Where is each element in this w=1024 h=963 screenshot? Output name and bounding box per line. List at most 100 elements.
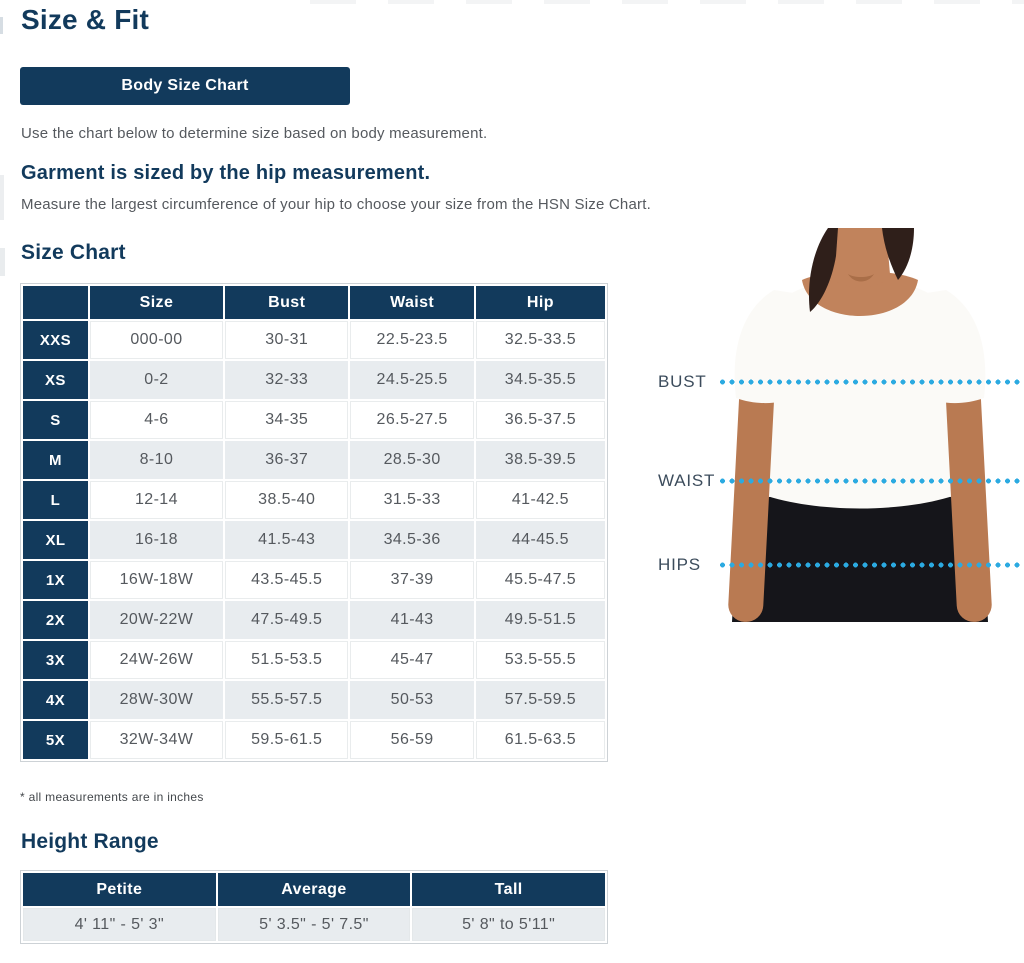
size-chart-row: XL 16-18 41.5-43 34.5-36 44-45.5 xyxy=(23,521,605,559)
left-edge-artifact xyxy=(0,17,3,34)
waist-dotted-line xyxy=(718,477,1024,485)
measurement-figure: BUST WAIST HIPS xyxy=(640,228,1024,622)
size-cell-waist: 24.5-25.5 xyxy=(350,361,474,399)
size-cell-hip: 32.5-33.5 xyxy=(475,321,605,359)
size-row-label: XS xyxy=(23,361,88,399)
size-cell-size: 16-18 xyxy=(89,521,224,559)
size-cell-size: 20W-22W xyxy=(89,601,224,639)
size-cell-bust: 32-33 xyxy=(225,361,349,399)
size-cell-waist: 56-59 xyxy=(350,721,474,759)
bust-label: BUST xyxy=(658,372,707,391)
height-range-value-row: 4' 11" - 5' 3" 5' 3.5" - 5' 7.5" 5' 8" to … xyxy=(23,908,605,941)
size-cell-size: 16W-18W xyxy=(89,561,224,599)
size-cell-waist: 37-39 xyxy=(350,561,474,599)
size-cell-size: 12-14 xyxy=(89,481,224,519)
size-chart-column-header: Bust xyxy=(225,286,349,319)
waist-label: WAIST xyxy=(658,471,716,490)
size-chart-row: S 4-6 34-35 26.5-27.5 36.5-37.5 xyxy=(23,401,605,439)
size-cell-hip: 36.5-37.5 xyxy=(475,401,605,439)
size-cell-hip: 53.5-55.5 xyxy=(475,641,605,679)
garment-sizing-note: Measure the largest circumference of you… xyxy=(21,196,651,213)
size-cell-hip: 45.5-47.5 xyxy=(475,561,605,599)
size-cell-bust: 55.5-57.5 xyxy=(225,681,349,719)
measurements-footnote: * all measurements are in inches xyxy=(20,790,204,804)
size-row-label: 1X xyxy=(23,561,88,599)
cropped-content-artifact xyxy=(310,0,1024,4)
size-cell-waist: 41-43 xyxy=(350,601,474,639)
size-cell-waist: 45-47 xyxy=(350,641,474,679)
size-cell-waist: 22.5-23.5 xyxy=(350,321,474,359)
size-cell-hip: 41-42.5 xyxy=(475,481,605,519)
size-cell-hip: 34.5-35.5 xyxy=(475,361,605,399)
size-cell-waist: 31.5-33 xyxy=(350,481,474,519)
size-cell-hip: 57.5-59.5 xyxy=(475,681,605,719)
size-row-label: 2X xyxy=(23,601,88,639)
size-cell-bust: 43.5-45.5 xyxy=(225,561,349,599)
hips-label: HIPS xyxy=(658,555,701,574)
hips-measurement-line: HIPS xyxy=(640,554,1024,576)
size-cell-size: 4-6 xyxy=(89,401,224,439)
size-cell-size: 0-2 xyxy=(89,361,224,399)
size-row-label: M xyxy=(23,441,88,479)
size-row-label: 4X xyxy=(23,681,88,719)
size-chart-row: L 12-14 38.5-40 31.5-33 41-42.5 xyxy=(23,481,605,519)
size-cell-waist: 34.5-36 xyxy=(350,521,474,559)
size-chart-row: 3X 24W-26W 51.5-53.5 45-47 53.5-55.5 xyxy=(23,641,605,679)
size-cell-bust: 47.5-49.5 xyxy=(225,601,349,639)
height-range-header-row: Petite Average Tall xyxy=(23,873,605,906)
size-chart-column-header: Size xyxy=(89,286,224,319)
size-chart-row: 2X 20W-22W 47.5-49.5 41-43 49.5-51.5 xyxy=(23,601,605,639)
size-cell-size: 28W-30W xyxy=(89,681,224,719)
size-cell-waist: 50-53 xyxy=(350,681,474,719)
size-cell-hip: 61.5-63.5 xyxy=(475,721,605,759)
size-cell-size: 32W-34W xyxy=(89,721,224,759)
height-range-column-header: Tall xyxy=(412,873,605,906)
intro-text: Use the chart below to determine size ba… xyxy=(21,125,488,142)
size-cell-waist: 26.5-27.5 xyxy=(350,401,474,439)
size-chart-header-row: Size Bust Waist Hip xyxy=(23,286,605,319)
height-range-value: 5' 3.5" - 5' 7.5" xyxy=(217,908,411,941)
size-cell-size: 24W-26W xyxy=(89,641,224,679)
size-row-label: 3X xyxy=(23,641,88,679)
model-photo-illustration xyxy=(728,228,992,622)
size-chart-column-header xyxy=(23,286,88,319)
size-row-label: XXS xyxy=(23,321,88,359)
size-cell-bust: 34-35 xyxy=(225,401,349,439)
size-chart-table: Size Bust Waist Hip XXS 000-00 30-31 22.5-23.5… xyxy=(20,283,608,762)
size-chart-row: 5X 32W-34W 59.5-61.5 56-59 61.5-63.5 xyxy=(23,721,605,759)
size-cell-size: 000-00 xyxy=(89,321,224,359)
size-row-label: 5X xyxy=(23,721,88,759)
height-range-heading: Height Range xyxy=(21,830,159,853)
size-chart-row: 4X 28W-30W 55.5-57.5 50-53 57.5-59.5 xyxy=(23,681,605,719)
size-chart-row: 1X 16W-18W 43.5-45.5 37-39 45.5-47.5 xyxy=(23,561,605,599)
size-cell-bust: 51.5-53.5 xyxy=(225,641,349,679)
size-row-label: XL xyxy=(23,521,88,559)
size-cell-hip: 49.5-51.5 xyxy=(475,601,605,639)
size-chart-row: M 8-10 36-37 28.5-30 38.5-39.5 xyxy=(23,441,605,479)
size-cell-bust: 59.5-61.5 xyxy=(225,721,349,759)
size-chart-row: XXS 000-00 30-31 22.5-23.5 32.5-33.5 xyxy=(23,321,605,359)
size-cell-size: 8-10 xyxy=(89,441,224,479)
size-chart-column-header: Hip xyxy=(475,286,605,319)
garment-sizing-heading: Garment is sized by the hip measurement. xyxy=(21,162,431,184)
height-range-value: 5' 8" to 5'11" xyxy=(412,908,605,941)
size-chart-row: XS 0-2 32-33 24.5-25.5 34.5-35.5 xyxy=(23,361,605,399)
size-cell-bust: 38.5-40 xyxy=(225,481,349,519)
bust-dotted-line xyxy=(718,378,1024,386)
body-size-chart-button[interactable]: Body Size Chart xyxy=(20,67,350,105)
page-title: Size & Fit xyxy=(21,4,150,35)
hips-dotted-line xyxy=(718,561,1024,569)
left-edge-artifact xyxy=(0,248,5,276)
size-cell-bust: 30-31 xyxy=(225,321,349,359)
waist-measurement-line: WAIST xyxy=(640,470,1024,492)
size-cell-hip: 38.5-39.5 xyxy=(475,441,605,479)
size-chart-heading: Size Chart xyxy=(21,241,126,264)
size-row-label: S xyxy=(23,401,88,439)
height-range-column-header: Petite xyxy=(23,873,216,906)
height-range-table: Petite Average Tall 4' 11" - 5' 3" 5' 3.5" … xyxy=(20,870,608,944)
size-cell-bust: 41.5-43 xyxy=(225,521,349,559)
bust-measurement-line: BUST xyxy=(640,371,1024,393)
height-range-column-header: Average xyxy=(217,873,411,906)
height-range-value: 4' 11" - 5' 3" xyxy=(23,908,216,941)
